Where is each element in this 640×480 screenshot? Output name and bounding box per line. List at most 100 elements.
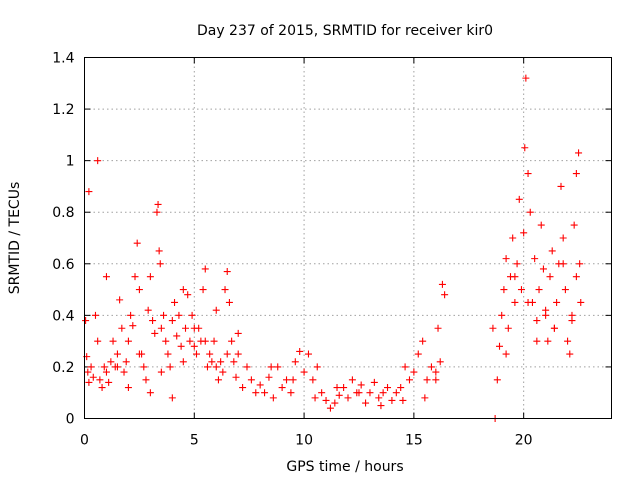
data-point bbox=[388, 396, 396, 404]
data-point bbox=[436, 358, 444, 366]
data-point bbox=[252, 389, 260, 397]
data-point bbox=[113, 350, 121, 358]
data-point bbox=[199, 286, 207, 294]
data-point bbox=[366, 389, 374, 397]
ticks-layer: 0 0.2 0.4 0.6 0.8 1 1.2 1.4 0 5 10 15 20 bbox=[52, 51, 612, 449]
data-point bbox=[157, 368, 165, 376]
data-point bbox=[243, 363, 251, 371]
data-point bbox=[182, 324, 190, 332]
data-point bbox=[87, 363, 95, 371]
data-point bbox=[559, 234, 567, 242]
data-point bbox=[146, 273, 154, 281]
data-point bbox=[504, 324, 512, 332]
data-point bbox=[502, 350, 510, 358]
data-point bbox=[274, 363, 282, 371]
x-tick-label: 20 bbox=[515, 433, 533, 449]
data-point bbox=[291, 358, 299, 366]
data-point bbox=[192, 350, 200, 358]
data-point bbox=[414, 350, 422, 358]
data-point bbox=[397, 384, 405, 392]
data-point bbox=[177, 342, 185, 350]
y-tick-label: 0 bbox=[66, 412, 75, 428]
data-point bbox=[377, 402, 385, 410]
data-point bbox=[208, 358, 216, 366]
y-tick-label: 0.6 bbox=[52, 257, 74, 273]
y-tick-label: 0.8 bbox=[52, 205, 74, 221]
data-point bbox=[186, 337, 194, 345]
data-point bbox=[116, 296, 124, 304]
y-tick-label: 1.4 bbox=[52, 51, 74, 67]
data-point bbox=[410, 368, 418, 376]
data-point bbox=[146, 389, 154, 397]
data-point bbox=[122, 358, 130, 366]
data-point bbox=[179, 286, 187, 294]
data-point bbox=[160, 311, 168, 319]
data-point bbox=[564, 337, 572, 345]
data-point bbox=[577, 298, 585, 306]
data-point bbox=[175, 311, 183, 319]
data-point bbox=[102, 368, 110, 376]
points-layer bbox=[82, 74, 585, 422]
data-point bbox=[171, 298, 179, 306]
data-point bbox=[113, 363, 121, 371]
data-point bbox=[509, 234, 517, 242]
data-point bbox=[427, 363, 435, 371]
grid-layer bbox=[84, 57, 612, 419]
data-point bbox=[524, 170, 532, 178]
data-point bbox=[168, 394, 176, 402]
data-point bbox=[155, 247, 163, 255]
data-point bbox=[533, 337, 541, 345]
data-point bbox=[239, 384, 247, 392]
data-point bbox=[522, 74, 530, 82]
y-tick-label: 1.2 bbox=[52, 102, 74, 118]
data-point bbox=[89, 373, 97, 381]
data-point bbox=[120, 368, 128, 376]
y-tick-label: 1 bbox=[66, 154, 75, 170]
data-point bbox=[432, 376, 440, 384]
data-point bbox=[432, 368, 440, 376]
data-point bbox=[265, 373, 273, 381]
data-point bbox=[511, 273, 519, 281]
data-point bbox=[133, 239, 141, 247]
data-point bbox=[419, 337, 427, 345]
x-tick-label: 5 bbox=[190, 433, 199, 449]
x-tick-label: 0 bbox=[80, 433, 89, 449]
data-point bbox=[557, 182, 565, 190]
data-point bbox=[344, 394, 352, 402]
data-point bbox=[166, 363, 174, 371]
data-point bbox=[256, 381, 264, 389]
data-point bbox=[535, 286, 543, 294]
data-point bbox=[94, 157, 102, 165]
y-tick-label: 0.4 bbox=[52, 308, 74, 324]
data-point bbox=[498, 311, 506, 319]
data-point bbox=[269, 394, 277, 402]
data-point bbox=[109, 337, 117, 345]
data-point bbox=[568, 311, 576, 319]
data-point bbox=[331, 399, 339, 407]
data-point bbox=[228, 337, 236, 345]
data-point bbox=[570, 221, 578, 229]
data-point bbox=[355, 389, 363, 397]
data-point bbox=[135, 286, 143, 294]
data-point bbox=[502, 255, 510, 263]
data-point bbox=[124, 384, 132, 392]
data-point bbox=[384, 384, 392, 392]
data-point bbox=[496, 342, 504, 350]
data-point bbox=[173, 332, 181, 340]
data-point bbox=[539, 265, 547, 273]
data-point bbox=[561, 286, 569, 294]
data-point bbox=[348, 376, 356, 384]
data-point bbox=[219, 368, 227, 376]
data-point bbox=[300, 368, 308, 376]
x-tick-label: 10 bbox=[295, 433, 313, 449]
data-point bbox=[489, 324, 497, 332]
data-point bbox=[375, 394, 383, 402]
data-point bbox=[438, 280, 446, 288]
data-point bbox=[520, 229, 528, 237]
data-point bbox=[91, 311, 99, 319]
data-point bbox=[124, 337, 132, 345]
data-point bbox=[526, 208, 534, 216]
data-point bbox=[221, 286, 229, 294]
data-point bbox=[105, 378, 113, 386]
